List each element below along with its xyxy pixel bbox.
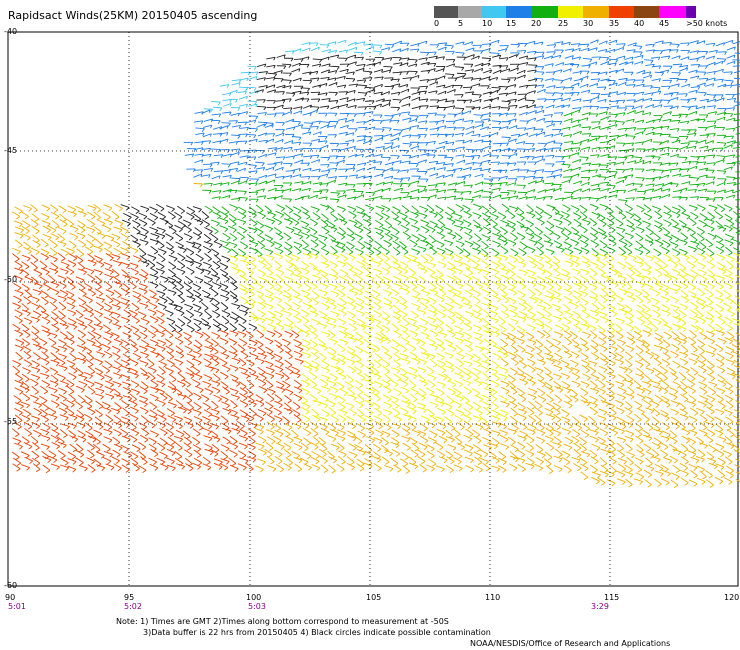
lat-label: -55 (4, 417, 18, 426)
lat-lon-grid (8, 32, 738, 586)
lon-label: 105 (366, 593, 382, 602)
legend-label: 15 (506, 19, 517, 28)
legend-swatch (686, 6, 696, 18)
time-label: 5:02 (124, 602, 142, 611)
lon-label: 110 (485, 593, 501, 602)
lon-label: 95 (124, 593, 135, 602)
note-line-1: Note: 1) Times are GMT 2)Times along bot… (116, 617, 449, 626)
credit-line: NOAA/NESDIS/Office of Research and Appli… (470, 639, 671, 648)
legend-label: 35 (609, 19, 620, 28)
color-legend (434, 6, 696, 18)
legend-label: 0 (434, 19, 440, 28)
lon-label: 90 (5, 593, 16, 602)
lon-label: 100 (246, 593, 262, 602)
legend-label: 25 (558, 19, 569, 28)
wind-barbs (11, 39, 740, 488)
legend-swatch (458, 6, 482, 18)
time-label: 5:03 (248, 602, 266, 611)
lat-label: -50 (4, 275, 18, 284)
lon-label: 115 (604, 593, 620, 602)
lat-label: -45 (4, 146, 18, 155)
lon-label: 120 (724, 593, 740, 602)
legend-swatch (506, 6, 531, 18)
legend-swatch (583, 6, 609, 18)
time-label: 3:29 (591, 602, 609, 611)
legend-swatch (482, 6, 506, 18)
legend-swatch (558, 6, 583, 18)
legend-label: 20 (531, 19, 542, 28)
lat-label: -40 (4, 27, 18, 36)
time-label: 5:01 (8, 602, 26, 611)
legend-label: 30 (583, 19, 594, 28)
legend-swatch (609, 6, 634, 18)
note-line-2: 3)Data buffer is 22 hrs from 20150405 4)… (143, 628, 491, 637)
legend-label: 40 (634, 19, 645, 28)
legend-unit: >50 knots (686, 19, 728, 28)
legend-label: 45 (659, 19, 670, 28)
legend-swatch (659, 6, 686, 18)
legend-label: 10 (482, 19, 493, 28)
legend-swatch (634, 6, 659, 18)
map-frame (7, 31, 739, 587)
map-title: Rapidsact Winds(25KM) 20150405 ascending (8, 9, 258, 22)
legend-swatch (531, 6, 558, 18)
legend-swatch (434, 6, 458, 18)
lat-label: -60 (4, 581, 18, 590)
legend-label: 5 (458, 19, 464, 28)
